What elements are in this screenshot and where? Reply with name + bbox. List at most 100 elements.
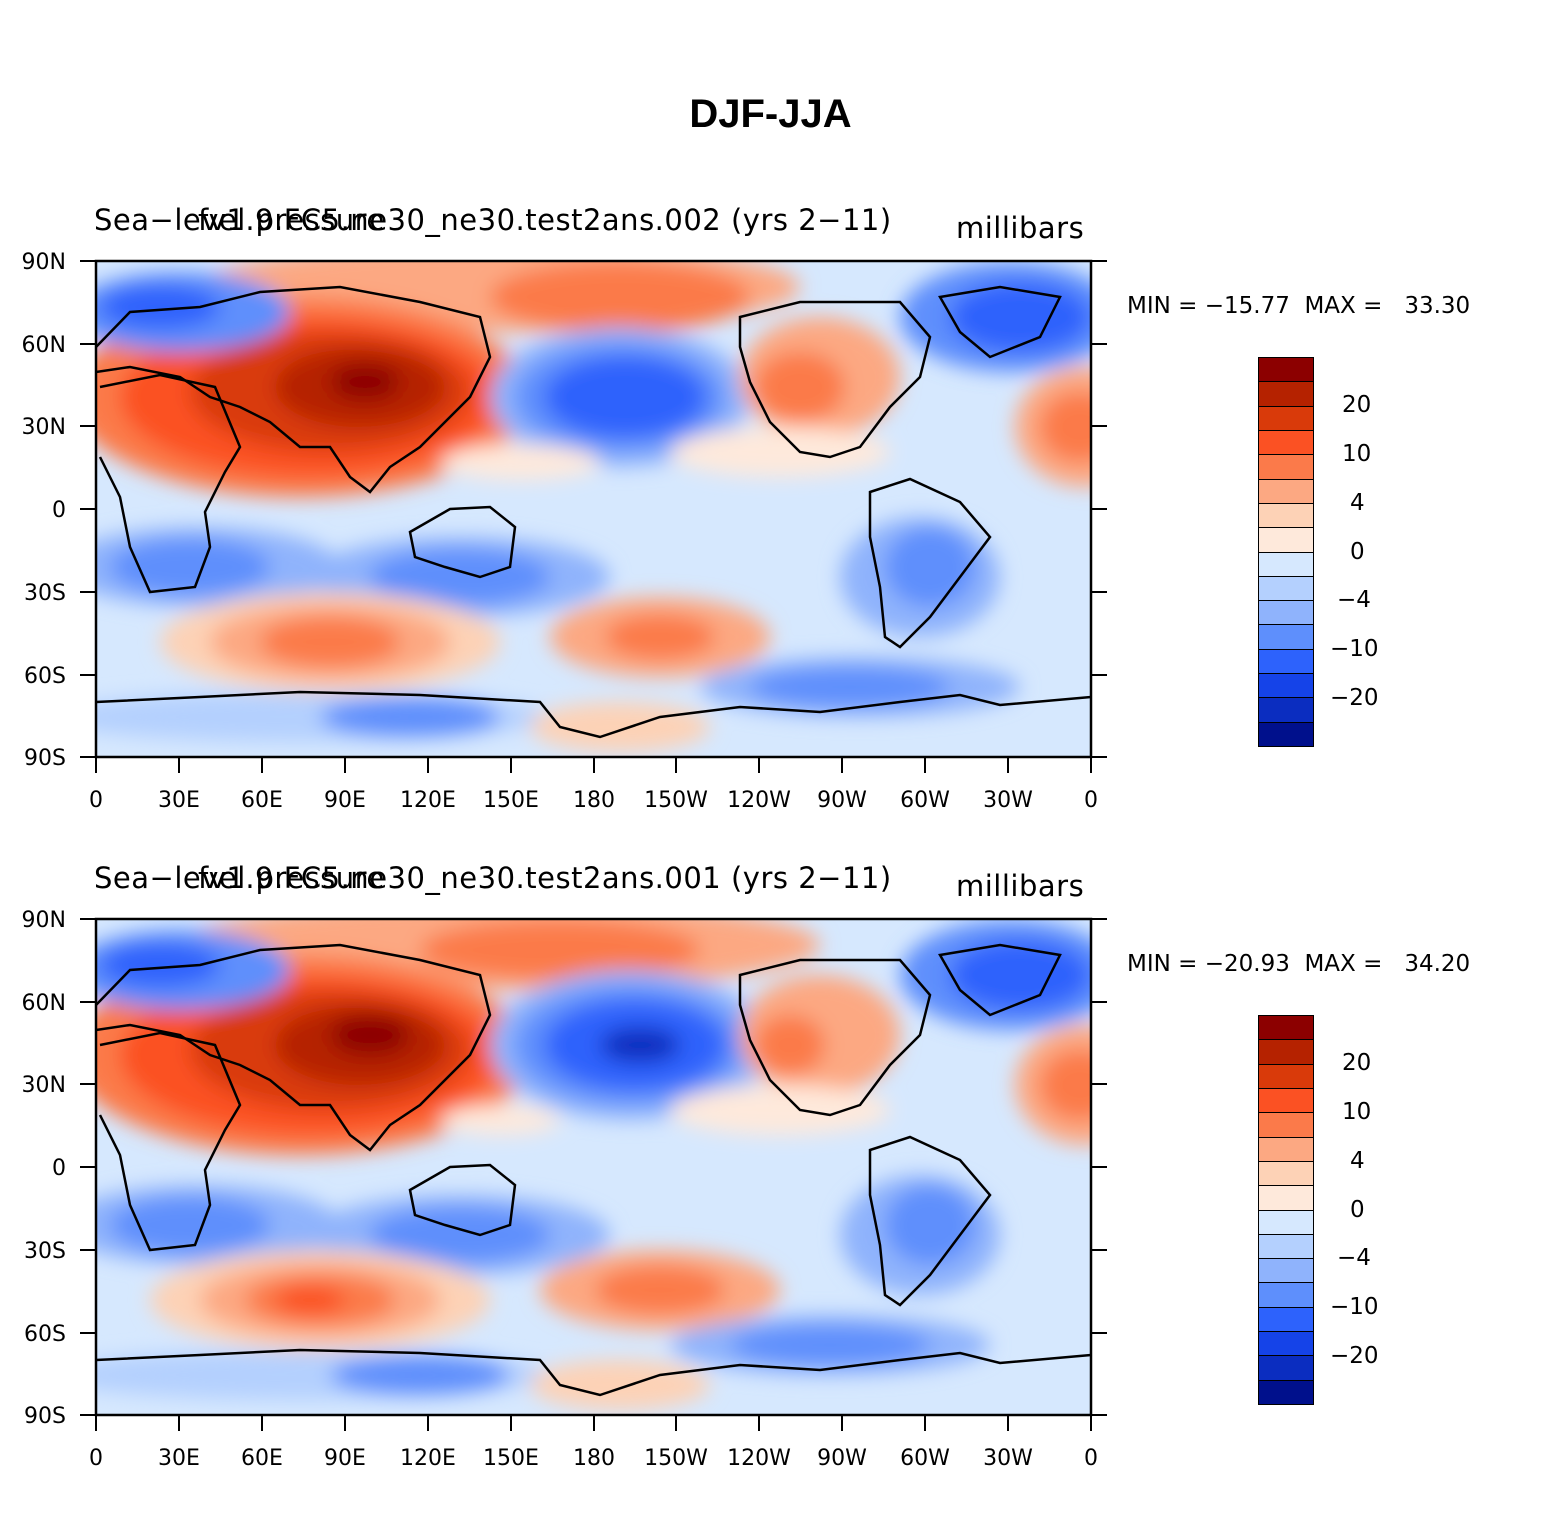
y-tick-labels: 90N 60N 30N 0 30S 60S 90S <box>22 250 66 771</box>
units-label: millibars <box>956 869 1085 903</box>
colorbar-box <box>1259 1064 1313 1089</box>
x-tick-label: 60E <box>241 788 283 813</box>
colorbar-box <box>1259 698 1313 723</box>
colorbar-label: −4 <box>1337 587 1371 613</box>
colorbar-label: −20 <box>1330 685 1379 711</box>
colorbar-box <box>1259 479 1313 504</box>
colorbar-box <box>1259 1040 1313 1065</box>
contour-field <box>96 261 1091 757</box>
colorbar-box <box>1259 649 1313 675</box>
y-tick-label: 0 <box>52 1156 66 1181</box>
colorbar-box <box>1259 382 1313 407</box>
x-tick-label: 90E <box>324 1446 366 1471</box>
x-tick-label: 120W <box>727 788 791 813</box>
y-tick-label: 0 <box>52 498 66 523</box>
colorbar-box <box>1259 601 1313 626</box>
colorbar-label: 20 <box>1342 392 1372 418</box>
colorbar-label: −4 <box>1337 1245 1371 1271</box>
colorbar-box <box>1259 674 1313 699</box>
x-tick-label: 90W <box>817 1446 867 1471</box>
x-tick-label: 150W <box>644 788 708 813</box>
colorbar-box <box>1259 1307 1313 1333</box>
y-tick-label: 60N <box>22 991 66 1016</box>
x-tick-label: 180 <box>573 788 615 813</box>
x-tick-labels: 0 30E 60E 90E 120E 150E 180 150W 120W 90… <box>89 1446 1098 1471</box>
figure-title: DJF-JJA <box>689 92 852 136</box>
x-tick-label: 60E <box>241 1446 283 1471</box>
y-tick-label: 60S <box>24 664 66 689</box>
colorbar-box <box>1259 430 1313 456</box>
colorbar-box <box>1259 1283 1313 1308</box>
variable-label: Sea−level pressure <box>94 861 385 895</box>
colorbar-box <box>1259 1259 1313 1284</box>
colorbar-box <box>1259 1380 1313 1404</box>
y-tick-label: 60S <box>24 1322 66 1347</box>
colorbar-box <box>1259 1088 1313 1114</box>
x-tick-label: 30E <box>158 788 200 813</box>
x-tick-label: 90E <box>324 788 366 813</box>
colorbar-label: 10 <box>1342 1099 1372 1125</box>
x-tick-label: 30W <box>983 1446 1033 1471</box>
axis-ticks <box>80 918 1107 1431</box>
axis-ticks <box>80 260 1107 773</box>
y-tick-labels: 90N 60N 30N 0 30S 60S 90S <box>22 908 66 1429</box>
colorbar-label: 4 <box>1350 1148 1365 1174</box>
contour-map: 90N 60N 30N 0 30S 60S 90S 0 30E 60E 90E … <box>22 908 1107 1471</box>
colorbar-box <box>1259 1137 1313 1162</box>
x-tick-label: 0 <box>89 1446 103 1471</box>
units-label: millibars <box>956 211 1085 245</box>
colorbar-label: 20 <box>1342 1050 1372 1076</box>
colorbar-box <box>1259 1016 1313 1041</box>
colorbar-box <box>1259 528 1313 553</box>
x-tick-label: 150E <box>483 788 539 813</box>
colorbar-box <box>1259 1186 1313 1211</box>
x-tick-label: 120E <box>400 788 456 813</box>
colorbar-box <box>1259 503 1313 529</box>
colorbar-box <box>1259 455 1313 480</box>
colorbar-box <box>1259 1113 1313 1138</box>
y-tick-label: 90S <box>24 746 66 771</box>
colorbar-label: −10 <box>1330 636 1379 662</box>
y-tick-label: 90S <box>24 1404 66 1429</box>
contour-field <box>96 919 1091 1415</box>
colorbar <box>1258 357 1314 747</box>
x-tick-label: 180 <box>573 1446 615 1471</box>
x-tick-label: 120W <box>727 1446 791 1471</box>
colorbar-box <box>1259 406 1313 431</box>
variable-label: Sea−level pressure <box>94 203 385 237</box>
x-tick-labels: 0 30E 60E 90E 120E 150E 180 150W 120W 90… <box>89 788 1098 813</box>
x-tick-label: 30W <box>983 788 1033 813</box>
x-tick-label: 0 <box>1084 788 1098 813</box>
x-tick-label: 0 <box>89 788 103 813</box>
colorbar-box <box>1259 722 1313 746</box>
colorbar-label: 0 <box>1350 539 1365 565</box>
coastlines <box>96 285 1091 739</box>
min-max-readout: MIN = −15.77 MAX = 33.30 <box>1127 293 1471 319</box>
colorbar-label: 10 <box>1342 441 1372 467</box>
x-tick-label: 30E <box>158 1446 200 1471</box>
x-tick-label: 120E <box>400 1446 456 1471</box>
colorbar-box <box>1259 1210 1313 1235</box>
x-tick-label: 60W <box>900 788 950 813</box>
colorbar-label: 0 <box>1350 1197 1365 1223</box>
min-max-readout: MIN = −20.93 MAX = 34.20 <box>1127 951 1471 977</box>
map-panel-1: Sea−level pressure fv1.9.FC5.ne30_ne30.t… <box>0 195 1541 855</box>
y-tick-label: 30N <box>22 415 66 440</box>
colorbar-box <box>1259 576 1313 602</box>
colorbar-box <box>1259 625 1313 650</box>
x-tick-label: 150E <box>483 1446 539 1471</box>
coastlines <box>96 943 1091 1397</box>
case-label: fv1.9.FC5.ne30_ne30.test2ans.002 (yrs 2−… <box>198 203 892 237</box>
colorbar-box <box>1259 1161 1313 1187</box>
x-tick-label: 60W <box>900 1446 950 1471</box>
colorbar-box <box>1259 1356 1313 1381</box>
case-label: fv1.9.FC5.ne30_ne30.test2ans.001 (yrs 2−… <box>198 861 892 895</box>
x-tick-label: 0 <box>1084 1446 1098 1471</box>
colorbar-label: −10 <box>1330 1294 1379 1320</box>
y-tick-label: 30N <box>22 1073 66 1098</box>
colorbar-label: 4 <box>1350 490 1365 516</box>
x-tick-label: 150W <box>644 1446 708 1471</box>
y-tick-label: 30S <box>24 581 66 606</box>
contour-map: 90N 60N 30N 0 30S 60S 90S 0 30E 60E 90E … <box>22 250 1107 813</box>
y-tick-label: 60N <box>22 333 66 358</box>
